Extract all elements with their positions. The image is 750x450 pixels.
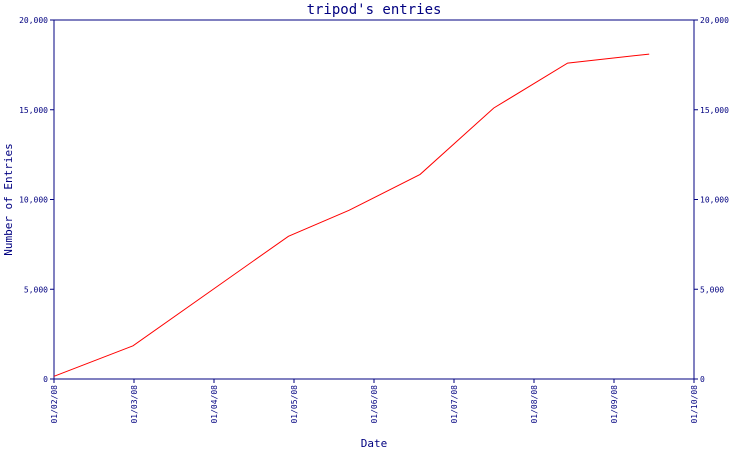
y-tick-label-right: 10,000 bbox=[700, 196, 729, 205]
series-layer bbox=[53, 53, 650, 377]
x-axis: 01/02/08 01/03/08 01/04/08 01/05/08 01/06/08… bbox=[50, 379, 699, 424]
x-axis-label: Date bbox=[361, 437, 388, 450]
x-tick-label: 01/02/08 bbox=[50, 385, 59, 424]
series-line bbox=[53, 53, 650, 377]
y-axis-left: 0 5,000 10,000 15,000 20,000 bbox=[19, 16, 54, 384]
x-tick-label: 01/10/08 bbox=[690, 385, 699, 424]
y-tick-label-right: 20,000 bbox=[700, 16, 729, 25]
y-tick-label-left: 0 bbox=[43, 375, 48, 384]
y-axis-label: Number of Entries bbox=[2, 143, 15, 256]
x-tick-label: 01/04/08 bbox=[210, 385, 219, 424]
x-tick-label: 01/03/08 bbox=[130, 385, 139, 424]
x-tick-label: 01/09/08 bbox=[610, 385, 619, 424]
y-tick-label-left: 10,000 bbox=[19, 196, 48, 205]
y-tick-label-right: 5,000 bbox=[700, 285, 724, 294]
x-tick-label: 01/06/08 bbox=[370, 385, 379, 424]
y-tick-label-left: 20,000 bbox=[19, 16, 48, 25]
y-tick-label-left: 15,000 bbox=[19, 106, 48, 115]
y-tick-label-left: 5,000 bbox=[24, 285, 48, 294]
y-tick-label-right: 15,000 bbox=[700, 106, 729, 115]
y-axis-right: 0 5,000 10,000 15,000 20,000 bbox=[694, 16, 729, 384]
y-tick-label-right: 0 bbox=[700, 375, 705, 384]
chart-title: tripod's entries bbox=[307, 2, 442, 18]
x-tick-label: 01/07/08 bbox=[450, 385, 459, 424]
x-tick-label: 01/05/08 bbox=[290, 385, 299, 424]
x-tick-label: 01/08/08 bbox=[530, 385, 539, 424]
plot-frame bbox=[53, 19, 695, 380]
